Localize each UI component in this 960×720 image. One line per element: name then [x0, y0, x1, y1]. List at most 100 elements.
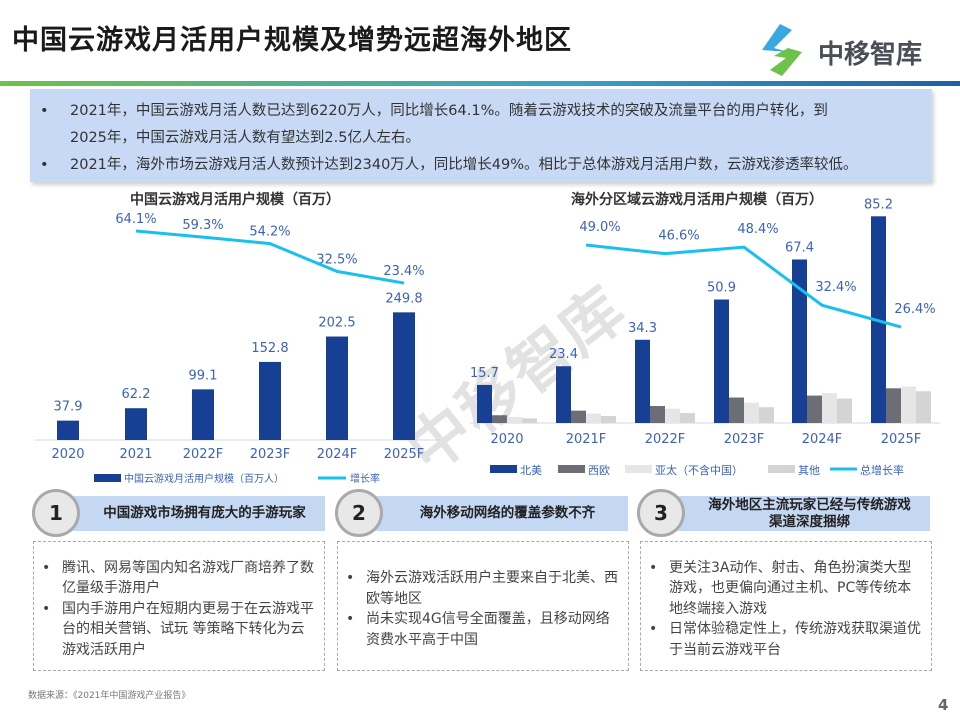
logo-icon — [762, 24, 802, 76]
point-1-box: • 腾讯、网易等国内知名游戏厂商培养了数亿量级手游用户 • 国内手游用户在短期内更易… — [33, 541, 325, 671]
bar-asia-pacific — [586, 413, 601, 423]
line-label: 26.4% — [894, 302, 935, 317]
point-2-box: • 海外云游戏活跃用户主要来自于北美、西欧等地区 • 尚未实现4G信号全面覆盖，且移… — [337, 541, 629, 671]
point-bullet: 更关注3A动作、射击、角色扮演类大型游戏，也更偏向通过主机、PC等传统本地终端接… — [669, 559, 912, 617]
legend-swatch — [558, 465, 585, 473]
bar — [192, 389, 214, 440]
chart-title: 中国云游戏月活用户规模（百万） — [130, 191, 340, 208]
summary-text: 2021年，海外市场云游戏月活人数预计达到2340万人，同比增长49%。相比于总… — [70, 157, 858, 173]
bar-other — [916, 391, 931, 423]
bar — [57, 420, 79, 440]
point-1-heading: 中国游戏市场拥有庞大的手游玩家 — [60, 496, 325, 531]
bar-north-america — [714, 299, 729, 423]
growth-line — [135, 229, 405, 285]
x-tick-label: 2023F — [724, 432, 765, 447]
x-tick-label: 2025F — [881, 432, 922, 447]
bar-west-europe — [886, 388, 901, 423]
bar-north-america — [556, 366, 571, 423]
point-3-number: 3 — [637, 489, 685, 537]
x-tick-label: 2020 — [51, 447, 84, 462]
bar-asia-pacific — [901, 386, 916, 423]
bar-asia-pacific — [507, 416, 522, 423]
point-bullet: 腾讯、网易等国内知名游戏厂商培养了数亿量级手游用户 — [62, 559, 314, 597]
line-label: 54.2% — [249, 225, 290, 240]
line-label: 23.4% — [383, 264, 424, 279]
header-divider — [0, 81, 960, 86]
summary-bullet: • 2021年，海外市场云游戏月活人数预计达到2340万人，同比增长49%。相比于… — [40, 152, 922, 179]
bar-west-europe — [571, 410, 586, 423]
legend-swatch — [625, 465, 652, 473]
bar-label: 85.2 — [864, 197, 893, 212]
page-number: 4 — [938, 696, 949, 714]
x-tick-label: 2023F — [250, 447, 291, 462]
bar-north-america — [635, 339, 650, 423]
x-tick-label: 2022F — [183, 447, 224, 462]
charts: 中国云游戏月活用户规模（百万） 37.9 2020 62.2 2021 99.1 2022F… — [35, 191, 940, 485]
legend-label: 西欧 — [588, 464, 610, 477]
summary-box: • 2021年，中国云游戏月活人数已达到6220万人，同比增长64.1%。随着云游… — [30, 89, 932, 182]
summary-text: 2021年，中国云游戏月活人数已达到6220万人，同比增长64.1%。随着云游戏… — [70, 103, 828, 119]
bar-west-europe — [650, 406, 665, 423]
bar-asia-pacific — [665, 408, 680, 423]
point-bullet: 尚未实现4G信号全面覆盖，且移动网络资费水平高于中国 — [366, 611, 610, 648]
legend-label: 其他 — [798, 464, 820, 477]
data-source: 数据来源：《2021年中国游戏产业报告》 — [28, 691, 191, 701]
logo: 中移智库 — [752, 22, 922, 78]
bar-asia-pacific — [744, 402, 759, 423]
bar-north-america — [477, 384, 492, 423]
legend-swatch — [94, 474, 121, 482]
legend-swatch — [490, 465, 517, 473]
bar-other — [837, 398, 852, 423]
summary-bullet: • 2021年，中国云游戏月活人数已达到6220万人，同比增长64.1%。随着云游… — [40, 98, 922, 152]
line-label: 48.4% — [737, 222, 778, 237]
bar-other — [680, 413, 695, 423]
bar-label: 62.2 — [122, 387, 151, 402]
legend-label: 总增长率 — [860, 463, 904, 477]
bar-label: 34.3 — [628, 321, 657, 336]
bar-other — [601, 415, 616, 423]
bar — [393, 312, 415, 440]
bar-label: 67.4 — [785, 240, 814, 255]
bar-label: 99.1 — [189, 368, 218, 383]
x-tick-label: 2024F — [317, 447, 358, 462]
line-label: 32.4% — [815, 280, 856, 295]
bar-label: 249.8 — [385, 291, 422, 306]
bar-label: 15.7 — [470, 366, 499, 381]
x-tick-label: 2025F — [384, 447, 425, 462]
line-label: 49.0% — [579, 220, 620, 235]
line-label: 32.5% — [316, 252, 357, 267]
growth-line — [585, 243, 902, 329]
bar — [125, 408, 147, 440]
bar-label: 202.5 — [318, 316, 355, 331]
bar-west-europe — [807, 395, 822, 423]
bar-north-america — [792, 259, 807, 423]
point-bullet: 日常体验稳定性上，传统游戏获取渠道优于当前云游戏平台 — [669, 621, 921, 658]
bar — [259, 361, 281, 440]
chart-title: 海外分区域云游戏月活用户规模（百万） — [571, 191, 823, 208]
x-tick-label: 2020 — [490, 432, 523, 447]
legend-label: 增长率 — [350, 472, 380, 485]
bar-label: 152.8 — [251, 341, 288, 356]
bar-west-europe — [729, 397, 744, 423]
bar-label: 50.9 — [707, 281, 736, 296]
x-tick-label: 2024F — [802, 432, 843, 447]
point-bullet: 海外云游戏活跃用户主要来自于北美、西欧等地区 — [366, 570, 618, 607]
legend-label: 中国云游戏月活用户规模（百万人） — [124, 472, 284, 485]
bar-label: 23.4 — [549, 347, 578, 362]
point-3-box: • 更关注3A动作、射击、角色扮演类大型游戏，也更偏向通过主机、PC等传统本地终端… — [640, 541, 932, 671]
point-bullet: 国内手游用户在短期内更易于在云游戏平台的相关营销、试玩 等策略下转化为云游戏活跃… — [62, 600, 314, 658]
bar — [326, 336, 348, 440]
bar-asia-pacific — [822, 393, 837, 423]
page-title: 中国云游戏月活用户规模及增势远超海外地区 — [12, 25, 572, 56]
bar-label: 37.9 — [54, 400, 83, 415]
legend-label: 亚太（不含中国） — [655, 463, 743, 477]
bar-other — [759, 407, 774, 423]
point-2-heading: 海外移动网络的覆盖参数不齐 — [363, 496, 628, 531]
x-tick-label: 2022F — [645, 432, 686, 447]
line-label: 59.3% — [182, 218, 223, 233]
summary-text: 2025年，中国云游戏月活人数有望达到2.5亿人左右。 — [70, 130, 420, 146]
point-2-number: 2 — [335, 489, 383, 537]
bar-other — [522, 418, 537, 423]
legend-swatch — [768, 465, 795, 473]
line-label: 46.6% — [658, 229, 699, 244]
